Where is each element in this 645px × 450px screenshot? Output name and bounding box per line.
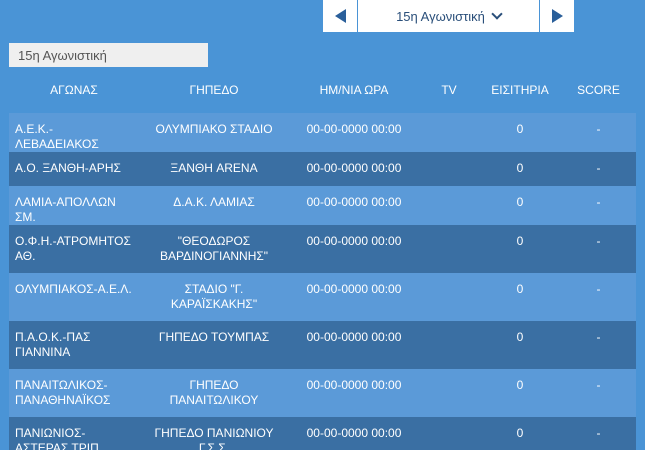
stadium-cell: "ΘΕΟΔΩΡΟΣ ΒΑΡΔΙΝΟΓΙΑΝΝΗΣ" <box>159 234 269 263</box>
datetime-cell: 00-00-0000 00:00 <box>306 234 402 248</box>
match-cell: Α.Ε.Κ.-ΛΕΒΑΔΕΙΑΚΟΣ <box>15 122 99 151</box>
tickets-cell: 0 <box>516 426 524 440</box>
column-header-match: ΑΓΩΝΑΣ <box>50 83 98 97</box>
table-row: Ο.Φ.Η.-ΑΤΡΟΜΗΤΟΣ ΑΘ. "ΘΕΟΔΩΡΟΣ ΒΑΡΔΙΝΟΓΙ… <box>9 225 636 273</box>
next-round-button[interactable] <box>539 0 574 32</box>
datetime-cell: 00-00-0000 00:00 <box>306 122 402 136</box>
match-cell: Π.Α.Ο.Κ.-ΠΑΣ ΓΙΑΝΝΙΝΑ <box>15 330 91 359</box>
score-cell: - <box>596 426 601 440</box>
tickets-cell: 0 <box>516 161 524 175</box>
match-cell: ΠΑΝΙΩΝΙΟΣ-ΑΣΤΕΡΑΣ ΤΡΙΠ. <box>15 426 103 450</box>
tv-cell <box>419 186 479 225</box>
score-cell: - <box>596 195 601 209</box>
score-cell: - <box>596 234 601 248</box>
stadium-cell: Δ.Α.Κ. ΛΑΜΙΑΣ <box>173 195 255 209</box>
datetime-cell: 00-00-0000 00:00 <box>306 195 402 209</box>
table-row: ΠΑΝΑΙΤΩΛΙΚΟΣ-ΠΑΝΑΘΗΝΑΪΚΟΣ ΓΗΠΕΔΟ ΠΑΝΑΙΤΩ… <box>9 369 636 417</box>
stadium-cell: ΓΗΠΕΔΟ ΤΟΥΜΠΑΣ <box>158 330 270 344</box>
score-cell: - <box>596 330 601 344</box>
score-cell: - <box>596 122 601 136</box>
tickets-cell: 0 <box>516 282 524 296</box>
previous-round-button[interactable] <box>323 0 358 32</box>
round-tab[interactable]: 15η Αγωνιστική <box>9 43 208 67</box>
round-navigator: 15η Αγωνιστική <box>323 0 574 32</box>
tv-cell <box>419 321 479 369</box>
tv-cell <box>419 152 479 186</box>
round-select-label: 15η Αγωνιστική <box>396 8 485 24</box>
table-row: ΛΑΜΙΑ-ΑΠΟΛΛΩΝ ΣΜ. Δ.Α.Κ. ΛΑΜΙΑΣ 00-00-00… <box>9 186 636 225</box>
match-cell: ΠΑΝΑΙΤΩΛΙΚΟΣ-ΠΑΝΑΘΗΝΑΪΚΟΣ <box>15 378 111 407</box>
score-cell: - <box>596 378 601 392</box>
match-cell: ΟΛΥΜΠΙΑΚΟΣ-Α.Ε.Λ. <box>15 282 132 296</box>
column-header-datetime: ΗΜ/ΝΙΑ ΩΡΑ <box>319 83 389 97</box>
datetime-cell: 00-00-0000 00:00 <box>306 282 402 296</box>
arrow-right-icon <box>551 9 563 23</box>
column-header-tv: TV <box>441 83 457 97</box>
column-header-score: SCORE <box>577 83 620 97</box>
table-row: Α.Ε.Κ.-ΛΕΒΑΔΕΙΑΚΟΣ ΟΛΥΜΠΙΑΚΟ ΣΤΑΔΙΟ 00-0… <box>9 113 636 152</box>
arrow-left-icon <box>334 9 346 23</box>
tickets-cell: 0 <box>516 234 524 248</box>
stadium-cell: ΓΗΠΕΔΟ ΠΑΝΙΩΝΙΟΥ Γ.Σ.Σ. <box>154 426 274 450</box>
fixtures-table: ΑΓΩΝΑΣ ΓΗΠΕΔΟ ΗΜ/ΝΙΑ ΩΡΑ TV ΕΙΣΙΤΗΡΙΑ SC… <box>9 67 636 450</box>
score-cell: - <box>596 161 601 175</box>
stadium-cell: ΣΤΑΔΙΟ "Γ. ΚΑΡΑΪΣΚΑΚΗΣ" <box>170 282 258 311</box>
table-row: Α.Ο. ΞΑΝΘΗ-ΑΡΗΣ ΞΑΝΘΗ ARENA 00-00-0000 0… <box>9 152 636 186</box>
tv-cell <box>419 417 479 450</box>
fixtures-table-container: ΑΓΩΝΑΣ ΓΗΠΕΔΟ ΗΜ/ΝΙΑ ΩΡΑ TV ΕΙΣΙΤΗΡΙΑ SC… <box>9 67 636 450</box>
table-header-row: ΑΓΩΝΑΣ ΓΗΠΕΔΟ ΗΜ/ΝΙΑ ΩΡΑ TV ΕΙΣΙΤΗΡΙΑ SC… <box>9 67 636 113</box>
match-cell: ΛΑΜΙΑ-ΑΠΟΛΛΩΝ ΣΜ. <box>15 195 116 224</box>
tv-cell <box>419 273 479 321</box>
tv-cell <box>419 113 479 152</box>
datetime-cell: 00-00-0000 00:00 <box>306 330 402 344</box>
datetime-cell: 00-00-0000 00:00 <box>306 161 402 175</box>
datetime-cell: 00-00-0000 00:00 <box>306 378 402 392</box>
table-row: ΠΑΝΙΩΝΙΟΣ-ΑΣΤΕΡΑΣ ΤΡΙΠ. ΓΗΠΕΔΟ ΠΑΝΙΩΝΙΟΥ… <box>9 417 636 450</box>
stadium-cell: ΓΗΠΕΔΟ ΠΑΝΑΙΤΩΛΙΚΟΥ <box>169 378 259 407</box>
match-cell: Ο.Φ.Η.-ΑΤΡΟΜΗΤΟΣ ΑΘ. <box>15 234 131 263</box>
tickets-cell: 0 <box>516 330 524 344</box>
chevron-down-icon <box>491 8 503 20</box>
table-row: Π.Α.Ο.Κ.-ΠΑΣ ΓΙΑΝΝΙΝΑ ΓΗΠΕΔΟ ΤΟΥΜΠΑΣ 00-… <box>9 321 636 369</box>
tickets-cell: 0 <box>516 195 524 209</box>
tickets-cell: 0 <box>516 122 524 136</box>
table-row: ΟΛΥΜΠΙΑΚΟΣ-Α.Ε.Λ. ΣΤΑΔΙΟ "Γ. ΚΑΡΑΪΣΚΑΚΗΣ… <box>9 273 636 321</box>
stadium-cell: ΟΛΥΜΠΙΑΚΟ ΣΤΑΔΙΟ <box>155 122 273 136</box>
score-cell: - <box>596 282 601 296</box>
column-header-stadium: ΓΗΠΕΔΟ <box>189 83 239 97</box>
round-select[interactable]: 15η Αγωνιστική <box>358 0 539 32</box>
tickets-cell: 0 <box>516 378 524 392</box>
datetime-cell: 00-00-0000 00:00 <box>306 426 402 440</box>
tv-cell <box>419 225 479 273</box>
stadium-cell: ΞΑΝΘΗ ARENA <box>170 161 258 175</box>
tv-cell <box>419 369 479 417</box>
match-cell: Α.Ο. ΞΑΝΘΗ-ΑΡΗΣ <box>15 161 121 175</box>
column-header-tickets: ΕΙΣΙΤΗΡΙΑ <box>491 83 549 97</box>
